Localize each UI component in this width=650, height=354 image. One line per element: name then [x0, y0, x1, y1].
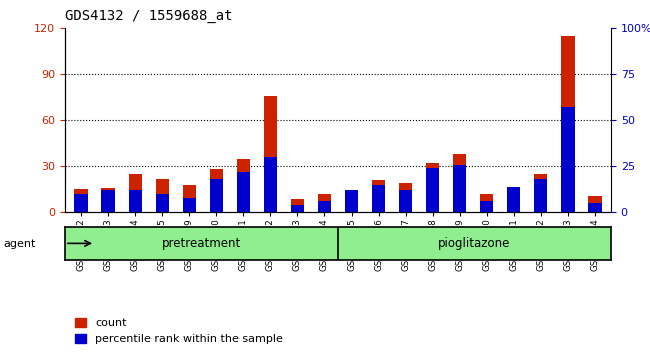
Bar: [291, 205, 304, 212]
Bar: [264, 157, 277, 212]
Bar: [318, 194, 332, 212]
Bar: [129, 174, 142, 212]
Bar: [183, 185, 196, 212]
Bar: [264, 96, 277, 212]
Bar: [534, 179, 547, 212]
Bar: [155, 179, 169, 212]
Legend: count, percentile rank within the sample: count, percentile rank within the sample: [71, 313, 287, 348]
Bar: [588, 203, 601, 212]
Bar: [453, 165, 467, 212]
Bar: [155, 194, 169, 212]
Bar: [237, 159, 250, 212]
Text: pretreatment: pretreatment: [162, 237, 241, 250]
Bar: [561, 36, 575, 212]
Bar: [426, 168, 439, 212]
Bar: [588, 195, 601, 212]
Bar: [480, 201, 493, 212]
Text: agent: agent: [3, 239, 36, 249]
Bar: [453, 154, 467, 212]
Bar: [507, 191, 521, 212]
Bar: [101, 188, 115, 212]
Bar: [209, 170, 223, 212]
Bar: [101, 190, 115, 212]
Bar: [291, 199, 304, 212]
Bar: [399, 190, 412, 212]
Bar: [75, 189, 88, 212]
Bar: [372, 180, 385, 212]
Text: GDS4132 / 1559688_at: GDS4132 / 1559688_at: [65, 9, 233, 23]
Bar: [534, 174, 547, 212]
Bar: [75, 194, 88, 212]
Bar: [507, 187, 521, 212]
Text: pioglitazone: pioglitazone: [438, 237, 511, 250]
Bar: [480, 194, 493, 212]
Bar: [129, 190, 142, 212]
Bar: [561, 108, 575, 212]
Bar: [344, 193, 358, 212]
Bar: [209, 179, 223, 212]
Bar: [426, 163, 439, 212]
Bar: [237, 172, 250, 212]
Bar: [318, 201, 332, 212]
Bar: [372, 185, 385, 212]
Bar: [344, 190, 358, 212]
Bar: [183, 198, 196, 212]
Bar: [399, 183, 412, 212]
